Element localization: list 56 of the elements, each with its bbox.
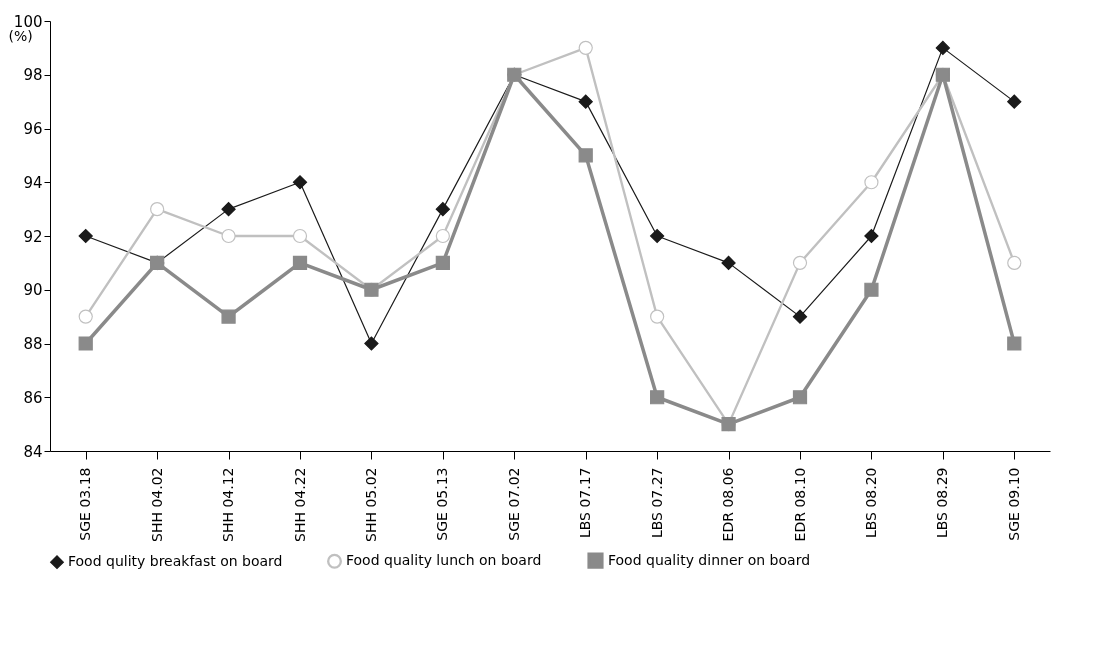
- x-tick-label: LBS 07.27: [648, 467, 665, 539]
- point: [78, 336, 93, 351]
- y-tick-label: 88: [23, 335, 43, 353]
- x-tick-label: SGE 09.10: [1005, 467, 1022, 541]
- point: [792, 309, 808, 324]
- y-tick-label: 92: [23, 227, 43, 246]
- point: [221, 309, 236, 324]
- x-tick-label: SGE 07.02: [505, 467, 522, 541]
- point: [650, 228, 665, 244]
- x-tick-label: SHH 05.02: [362, 467, 379, 542]
- point: [435, 202, 450, 217]
- legend-label: Food quality dinner on board: [608, 551, 811, 568]
- point: [221, 202, 236, 217]
- x-tick-label: EDR 08.06: [720, 467, 737, 542]
- y-tick-label: 84: [23, 442, 43, 461]
- x-tick-label: LBS 08.20: [862, 467, 879, 539]
- point: [1007, 255, 1022, 270]
- point: [435, 228, 450, 244]
- x-tick-label: SHH 04.02: [148, 467, 165, 542]
- point: [578, 94, 593, 109]
- y-tick-label: 98: [23, 66, 43, 85]
- y-tick-label: 86: [23, 388, 43, 407]
- point: [935, 40, 950, 55]
- x-tick-label: LBS 08.29: [934, 467, 951, 539]
- point: [864, 175, 879, 190]
- legend-label: Food qulity breakfast on board: [68, 553, 283, 570]
- point: [721, 255, 736, 270]
- point: [78, 228, 93, 244]
- point: [864, 228, 879, 244]
- point: [864, 282, 879, 297]
- point: [292, 255, 308, 270]
- point: [578, 40, 593, 55]
- point: [435, 255, 450, 270]
- point: [578, 148, 593, 163]
- x-tick-label: SGE 05.13: [434, 467, 451, 541]
- legend-label: Food quality lunch on board: [346, 552, 542, 569]
- point: [792, 390, 808, 405]
- x-tick-label: SGE 03.18: [77, 467, 94, 541]
- x-tick-label: EDR 08.10: [791, 467, 808, 542]
- y-tick-label: 94: [23, 173, 43, 192]
- x-tick-label: SHH 04.22: [291, 467, 308, 542]
- y-tick-label: 90: [23, 281, 43, 300]
- point: [221, 228, 236, 244]
- point: [78, 309, 93, 324]
- x-tick-label: LBS 07.17: [577, 467, 594, 539]
- point: [292, 175, 308, 190]
- point: [364, 336, 379, 351]
- point: [150, 202, 165, 217]
- point: [792, 255, 808, 270]
- point: [1007, 336, 1022, 351]
- point: [650, 309, 665, 324]
- x-tick-label: SHH 04.12: [220, 467, 237, 542]
- point: [1007, 94, 1022, 109]
- point: [650, 390, 665, 405]
- y-tick-label: 96: [23, 120, 43, 138]
- point: [292, 228, 308, 244]
